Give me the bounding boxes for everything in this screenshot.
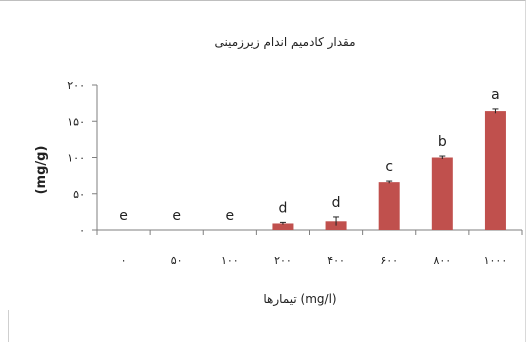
significance-letter: a: [491, 87, 500, 103]
x-tick-label: ۵۰: [171, 254, 183, 267]
significance-letter: c: [385, 159, 393, 175]
y-tick-label: ۲۰۰: [67, 79, 85, 92]
bars: e e e d d c b a: [119, 87, 506, 230]
y-tick-label: ۰: [79, 224, 85, 237]
bar: [431, 157, 453, 230]
x-tick-label: ۰: [121, 254, 127, 267]
y-tick-label: ۱۰۰: [67, 152, 85, 165]
bar: [484, 111, 506, 230]
x-tick-label: ۸۰۰: [433, 254, 451, 267]
significance-letter: e: [119, 208, 128, 224]
bar: [378, 182, 400, 230]
significance-letter: e: [172, 208, 181, 224]
x-tick-label: ۴۰۰: [327, 254, 345, 267]
x-tick-label: ۲۰۰: [274, 254, 292, 267]
y-ticks: ۰ ۵۰ ۱۰۰ ۱۵۰ ۲۰۰: [67, 79, 97, 237]
significance-letter: d: [278, 200, 287, 216]
x-tick-label: ۱۰۰: [221, 254, 239, 267]
x-axis-label: تیمارها (mg/l): [263, 292, 336, 307]
chart-title: مقدار کادمیم اندام زیرزمینی: [214, 35, 355, 50]
y-tick-label: ۱۵۰: [67, 115, 85, 128]
y-axis-label: (mg/g): [34, 146, 49, 195]
significance-letter: e: [226, 208, 235, 224]
x-tick-label: ۶۰۰: [380, 254, 398, 267]
x-ticks: ۰ ۵۰ ۱۰۰ ۲۰۰ ۴۰۰ ۶۰۰ ۸۰۰ ۱۰۰۰: [96, 230, 523, 267]
bar: [272, 223, 294, 230]
x-tick-label: ۱۰۰۰: [484, 254, 508, 267]
significance-letter: d: [332, 195, 341, 211]
y-tick-label: ۵۰: [73, 188, 85, 201]
frame-edge: [8, 310, 9, 342]
significance-letter: b: [438, 134, 447, 150]
